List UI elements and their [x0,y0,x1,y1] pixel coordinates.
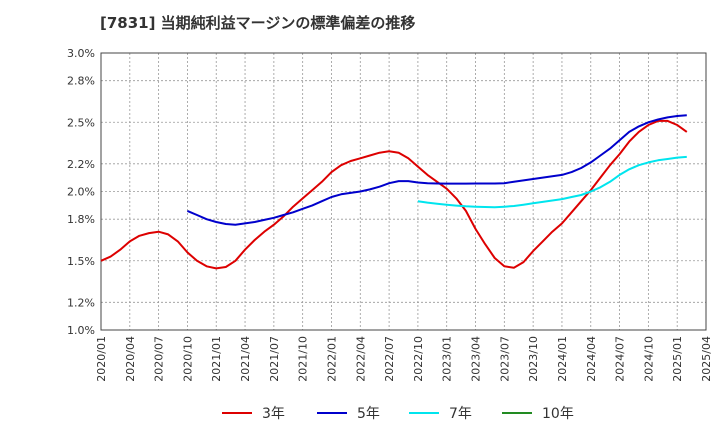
legend-label-2: 7年 [449,406,472,422]
chart-title: [7831] 当期純利益マージンの標準偏差の推移 [100,14,415,32]
series-line-2 [417,155,687,209]
x-tick-label: 2024/01 [556,336,569,382]
x-tick-label: 2020/01 [95,336,108,382]
x-tick-label: 2024/10 [642,336,655,382]
x-tick-label: 2021/10 [297,336,310,382]
y-tick-label: 2.2% [67,158,95,171]
legend-label-0: 3年 [262,406,285,422]
x-tick-label: 2024/04 [585,336,598,382]
y-tick-label: 1.5% [67,255,95,268]
x-tick-label: 2022/07 [383,336,396,382]
x-tick-label: 2025/01 [671,336,684,382]
x-tick-label: 2022/10 [412,336,425,382]
x-tick-label: 2020/04 [124,336,137,382]
x-axis-ticks: 2020/01 2020/04 2020/07 2020/10 2021/01 2021/… [95,336,713,382]
x-tick-label: 2023/04 [470,336,483,382]
grid [100,52,707,331]
legend-label-1: 5年 [357,406,380,422]
series-line-0 [100,119,688,270]
y-tick-label: 2.0% [67,186,95,199]
x-tick-label: 2022/01 [325,336,338,382]
x-tick-label: 2023/10 [527,336,540,382]
x-tick-label: 2020/07 [153,336,166,382]
legend-label-3: 10年 [542,406,574,422]
x-tick-label: 2021/07 [268,336,281,382]
y-tick-label: 2.8% [67,75,95,88]
x-tick-label: 2021/04 [239,336,252,382]
legend: 3年 5年 7年 10年 [222,406,574,422]
plot-frame [100,52,707,331]
y-tick-label: 2.5% [67,116,95,129]
y-tick-label: 1.8% [67,213,95,226]
y-tick-label: 3.0% [67,47,95,60]
y-tick-label: 1.2% [67,296,95,309]
x-tick-label: 2022/04 [354,336,367,382]
x-tick-label: 2023/07 [498,336,511,382]
x-tick-label: 2025/04 [700,336,713,382]
x-tick-label: 2023/01 [441,336,454,382]
series-layer [100,114,688,270]
x-tick-label: 2021/01 [210,336,223,382]
x-tick-label: 2020/10 [181,336,194,382]
y-axis-ticks: 1.0% 1.2% 1.5% 1.8% 2.0% 2.2% 2.5% 2.8% 3.0% [67,47,95,337]
y-tick-label: 1.0% [67,324,95,337]
x-tick-label: 2024/07 [614,336,627,382]
series-line-1 [187,114,687,226]
